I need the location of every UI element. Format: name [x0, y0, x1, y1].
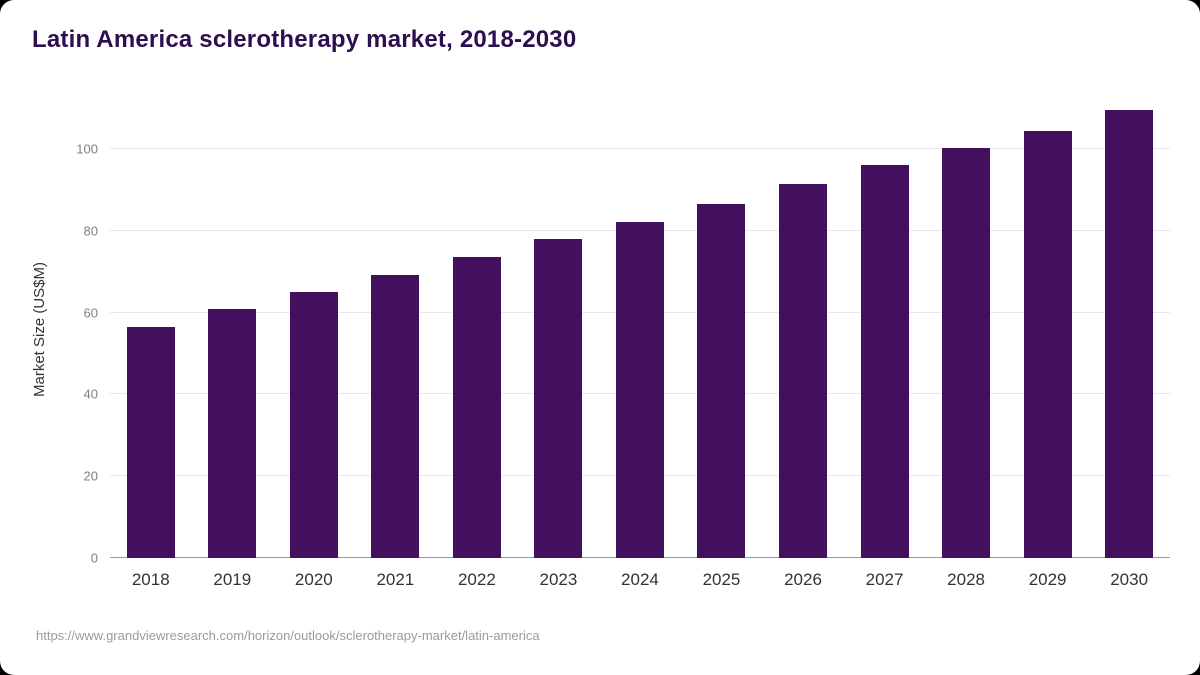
x-tick-label: 2027 — [865, 570, 904, 589]
x-tick-label: 2029 — [1028, 570, 1067, 589]
bar-2028 — [942, 148, 991, 558]
bar-2029 — [1023, 130, 1072, 558]
x-tick-label: 2028 — [947, 570, 985, 589]
bar-2026 — [779, 183, 828, 558]
bar-2030 — [1105, 110, 1154, 558]
bar-2027 — [860, 165, 909, 558]
x-tick-label: 2018 — [131, 570, 170, 589]
bar-slot — [192, 100, 274, 558]
x-tick-label: 2020 — [294, 570, 333, 589]
bar-slot — [681, 100, 763, 558]
bar-2019 — [208, 309, 257, 558]
y-tick-label: 20 — [83, 468, 98, 484]
bar-2023 — [534, 239, 583, 558]
x-tick-label: 2022 — [457, 570, 496, 589]
bar-slot — [518, 100, 600, 558]
bar-2022 — [452, 257, 501, 558]
bars — [110, 100, 1170, 558]
x-tick-labels: 2018 2019 2020 2021 2022 2023 2024 2025 2026 2027… — [110, 570, 1170, 590]
bar-slot — [762, 100, 844, 558]
x-tick-label: 2023 — [539, 570, 578, 589]
x-tick-label: 2024 — [621, 570, 659, 589]
x-tick-label: 2021 — [376, 570, 415, 589]
y-axis-title: Market Size (US$M) — [30, 100, 50, 558]
bar-slot — [355, 100, 437, 558]
source-url: https://www.grandviewresearch.com/horizo… — [36, 628, 540, 643]
x-tick-label: 2026 — [784, 570, 822, 589]
bar-slot — [110, 100, 192, 558]
y-tick-label: 40 — [83, 386, 98, 402]
bar-2020 — [289, 292, 338, 558]
y-axis-title-text: Market Size (US$M) — [31, 261, 49, 397]
bar-slot — [925, 100, 1007, 558]
y-tick-label: 0 — [90, 550, 98, 566]
bar-slot — [1007, 100, 1089, 558]
y-tick-label: 80 — [83, 223, 98, 239]
x-tick-label: 2025 — [702, 570, 741, 589]
plot-area: 0 20 40 60 80 100 — [76, 100, 1170, 566]
x-tick-label: 2019 — [213, 570, 252, 589]
bar-slot — [599, 100, 681, 558]
bar-slot — [273, 100, 355, 558]
gridline — [110, 148, 1170, 150]
bar-2025 — [697, 204, 746, 558]
bar-slot — [436, 100, 518, 558]
bar-2021 — [371, 275, 420, 558]
y-tick-label: 100 — [76, 141, 98, 157]
bar-slot — [1088, 100, 1170, 558]
y-tick-label: 60 — [83, 305, 98, 321]
chart-title: Latin America sclerotherapy market, 2018… — [32, 26, 577, 53]
x-tick-label: 2030 — [1110, 570, 1149, 589]
bar-2018 — [126, 326, 175, 558]
bar-2024 — [615, 221, 664, 558]
bar-slot — [844, 100, 926, 558]
